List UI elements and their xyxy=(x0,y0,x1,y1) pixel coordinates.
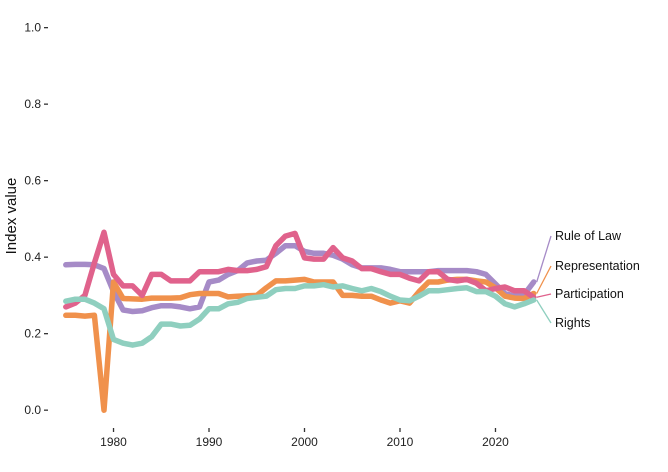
series-labels: Rule of Law Representation Participation Ri… xyxy=(536,229,640,330)
series-line-participation xyxy=(63,229,537,310)
label-leader-line xyxy=(536,299,552,324)
y-tick-label: 0.4 xyxy=(24,250,41,264)
label-leader-line xyxy=(536,265,552,294)
x-tick-label: 2020 xyxy=(482,435,509,449)
y-tick-label: 0.8 xyxy=(24,97,41,111)
series-line-rights xyxy=(63,281,537,348)
x-tick-label: 1990 xyxy=(196,435,223,449)
y-tick-label: 0.0 xyxy=(24,403,41,417)
series-label-participation: Participation xyxy=(555,287,624,301)
y-tick-label: 1.0 xyxy=(24,21,41,35)
series-label-rule-of-law: Rule of Law xyxy=(555,229,622,243)
plot-area xyxy=(63,229,537,413)
y-tick-label: 0.2 xyxy=(24,327,41,341)
y-axis: 0.0 0.2 0.4 0.6 0.8 1.0 xyxy=(24,21,48,417)
series-label-rights: Rights xyxy=(555,316,590,330)
y-tick-label: 0.6 xyxy=(24,174,41,188)
x-tick-label: 2010 xyxy=(387,435,414,449)
x-tick-label: 1980 xyxy=(100,435,127,449)
label-leader-line xyxy=(536,293,552,298)
x-axis: 1980 1990 2000 2010 2020 xyxy=(100,428,509,449)
label-leader-line xyxy=(536,235,552,283)
x-tick-label: 2000 xyxy=(291,435,318,449)
series-label-representation: Representation xyxy=(555,259,640,273)
y-axis-title: Index value xyxy=(3,178,20,255)
